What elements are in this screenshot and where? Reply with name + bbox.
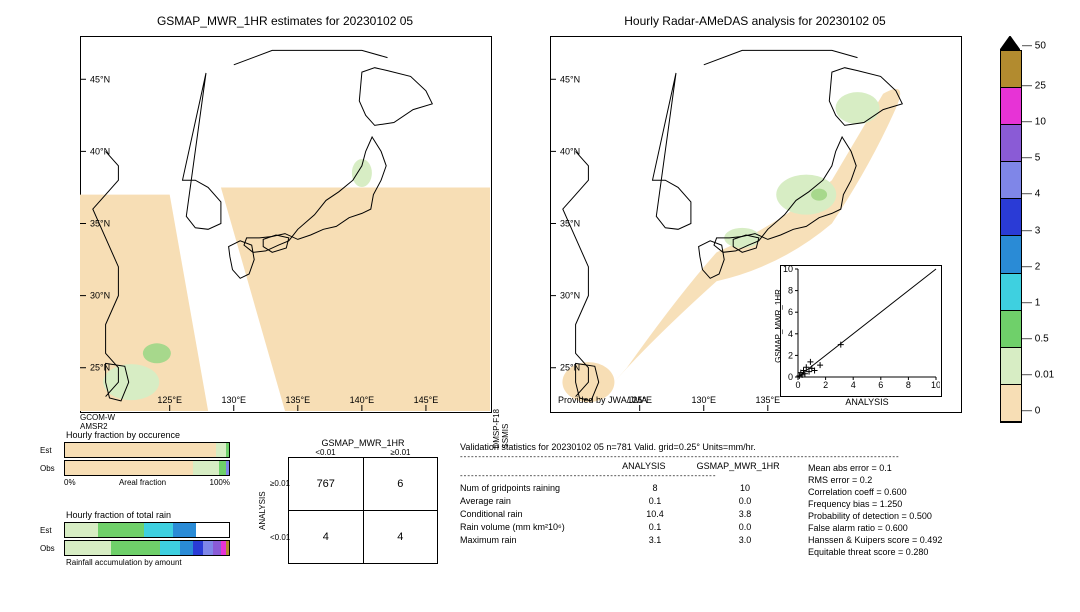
svg-text:4: 4	[851, 380, 856, 390]
colorbar-tick: — 3	[1022, 225, 1040, 236]
colorbar-tick: — 5	[1022, 153, 1040, 164]
stacked-bar	[64, 442, 230, 458]
colorbar-tick: — 0	[1022, 406, 1040, 417]
svg-text:25°N: 25°N	[560, 363, 580, 373]
svg-text:40°N: 40°N	[90, 146, 110, 156]
contingency-row-labels: ≥0.01<0.01	[270, 457, 288, 564]
stacked-bar	[64, 540, 230, 556]
section-title: Hourly fraction by occurence	[66, 430, 230, 440]
svg-text:130°E: 130°E	[691, 395, 716, 405]
colorbar-tick: — 10	[1022, 117, 1046, 128]
axis-labels: 0%Areal fraction100%	[64, 478, 230, 487]
metric-row: Probability of detection = 0.500	[808, 511, 942, 521]
svg-text:0: 0	[795, 380, 800, 390]
section-caption: Rainfall accumulation by amount	[66, 558, 230, 567]
stats-divider: ----------------------------------------…	[460, 452, 1060, 461]
row-label: Est	[40, 526, 64, 535]
svg-text:25°N: 25°N	[90, 363, 110, 373]
svg-text:10: 10	[783, 265, 793, 274]
svg-text:30°N: 30°N	[560, 291, 580, 301]
row-label: Obs	[40, 544, 64, 553]
metrics-list: Mean abs error = 0.1 RMS error = 0.2 Corre…	[808, 461, 942, 559]
left-map-svg: 45°N 40°N 35°N 30°N 25°N 125°E 130°E 135°E 140°E…	[80, 36, 490, 411]
metric-row: Equitable threat score = 0.280	[808, 547, 942, 557]
scatter-svg: 00 2 2 4 4 6 6 8 8 10 10 ANALYSIS	[780, 265, 940, 415]
contingency-col-labels: <0.01≥0.01	[288, 448, 438, 457]
svg-text:145°E: 145°E	[414, 395, 439, 405]
svg-text:4: 4	[788, 329, 793, 339]
svg-text:125°E: 125°E	[157, 395, 182, 405]
contingency-panel: GSMAP_MWR_1HR<0.01≥0.01 ANALYSIS≥0.01<0.0…	[258, 438, 438, 564]
contingency-cell: 4	[289, 511, 364, 564]
contingency-cell: 4	[363, 511, 438, 564]
colorbar-tick: — 4	[1022, 189, 1040, 200]
metric-row: False alarm ratio = 0.600	[808, 523, 942, 533]
svg-text:30°N: 30°N	[90, 291, 110, 301]
svg-text:6: 6	[788, 307, 793, 317]
section-title: Hourly fraction of total rain	[66, 510, 230, 520]
stats-header: Validation statistics for 20230102 05 n=…	[460, 442, 1060, 452]
metric-row: Correlation coeff = 0.600	[808, 487, 942, 497]
stats-panel: Validation statistics for 20230102 05 n=…	[460, 442, 1060, 559]
svg-text:6: 6	[878, 380, 883, 390]
contingency-title: GSMAP_MWR_1HR	[288, 438, 438, 448]
stacked-bar	[64, 522, 230, 538]
stats-row: Average rain0.10.0	[460, 496, 790, 506]
colorbar-tick: — 0.5	[1022, 333, 1049, 344]
svg-text:35°N: 35°N	[90, 219, 110, 229]
colorbar-tick: — 0.01	[1022, 369, 1054, 380]
row-label: Est	[40, 446, 64, 455]
contingency-row-axis: ANALYSIS	[258, 457, 270, 564]
row-label: Obs	[40, 464, 64, 473]
svg-text:135°E: 135°E	[756, 395, 781, 405]
contingency-cell: 767	[289, 458, 364, 511]
left-map-title: GSMAP_MWR_1HR estimates for 20230102 05	[80, 14, 490, 28]
stats-row: Rain volume (mm km²10⁶)0.10.0	[460, 522, 790, 532]
metric-row: Mean abs error = 0.1	[808, 463, 942, 473]
left-sensor-tl: GCOM-W AMSR2	[80, 413, 115, 431]
stats-table: ANALYSISGSMAP_MWR_1HR-------------------…	[460, 461, 790, 559]
svg-text:35°N: 35°N	[560, 219, 580, 229]
stacked-bar	[64, 460, 230, 476]
right-map-title: Hourly Radar-AMeDAS analysis for 2023010…	[550, 14, 960, 28]
svg-text:8: 8	[788, 286, 793, 296]
svg-text:ANALYSIS: ANALYSIS	[845, 397, 888, 407]
totalrain-panel: Hourly fraction of total rainEst ObsRainf…	[40, 510, 230, 567]
svg-text:2: 2	[788, 350, 793, 360]
provider-label: Provided by JWA/JMA	[558, 395, 647, 405]
svg-text:135°E: 135°E	[286, 395, 311, 405]
colorbar-tick: — 50	[1022, 41, 1046, 52]
svg-text:45°N: 45°N	[90, 74, 110, 84]
contingency-table: 767644	[288, 457, 438, 564]
metric-row: Frequency bias = 1.250	[808, 499, 942, 509]
svg-text:45°N: 45°N	[560, 74, 580, 84]
contingency-cell: 6	[363, 458, 438, 511]
stats-row: Conditional rain10.43.8	[460, 509, 790, 519]
svg-text:10: 10	[931, 380, 940, 390]
colorbar-tick: — 1	[1022, 297, 1040, 308]
stats-row: Maximum rain3.13.0	[460, 535, 790, 545]
colorbar-tick: — 25	[1022, 81, 1046, 92]
svg-text:40°N: 40°N	[560, 146, 580, 156]
svg-text:2: 2	[823, 380, 828, 390]
colorbar-tick: — 2	[1022, 261, 1040, 272]
svg-text:8: 8	[906, 380, 911, 390]
occurrence-panel: Hourly fraction by occurenceEst Obs0%Area…	[40, 430, 230, 487]
svg-text:130°E: 130°E	[221, 395, 246, 405]
metric-row: Hanssen & Kuipers score = 0.492	[808, 535, 942, 545]
scatter-ylabel: GSMAP_MWR_1HR	[774, 261, 783, 391]
svg-text:140°E: 140°E	[350, 395, 375, 405]
stats-row: Num of gridpoints raining810	[460, 483, 790, 493]
colorbar	[1000, 36, 1060, 411]
metric-row: RMS error = 0.2	[808, 475, 942, 485]
svg-text:0: 0	[788, 372, 793, 382]
